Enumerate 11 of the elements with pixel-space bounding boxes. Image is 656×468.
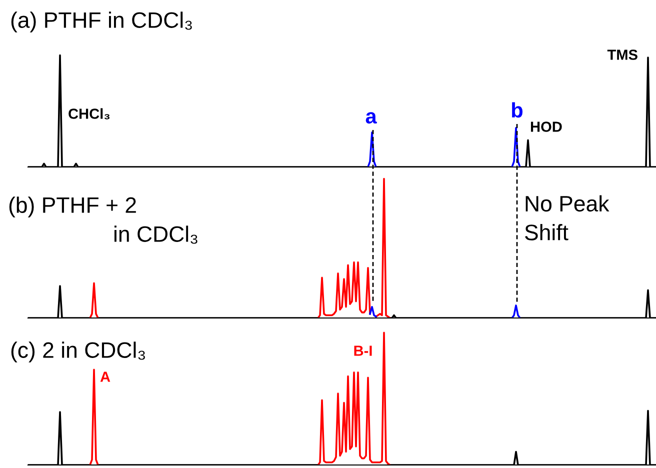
annotation: b	[512, 102, 523, 118]
annotation: TMS	[607, 50, 638, 60]
chart-title: (a) PTHF in CDCl₃	[11, 12, 192, 32]
annotation: HOD	[530, 122, 562, 132]
annotation: a	[366, 112, 377, 124]
annotation: B-I	[354, 346, 372, 356]
chart-title: (c) 2 in CDCl₃	[11, 342, 145, 362]
annotation: CHCl₃	[68, 108, 110, 120]
annotation: No Peak Shift	[525, 195, 610, 240]
text: (b) PTHF + 2 in CDCl₃	[9, 196, 198, 244]
annotation: A	[100, 372, 110, 382]
